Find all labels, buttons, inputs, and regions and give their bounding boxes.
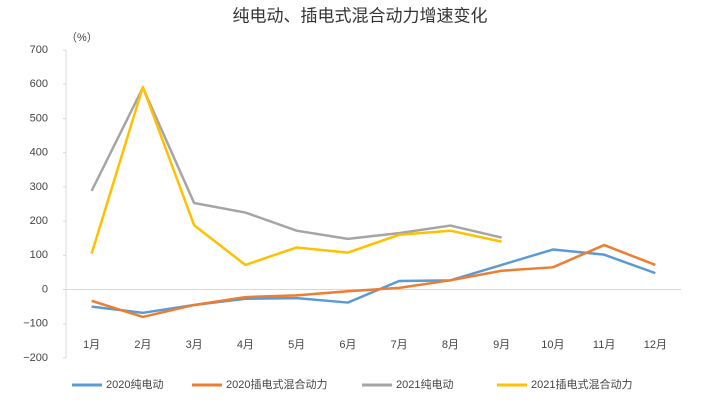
y-tick-label: 0 xyxy=(42,283,48,295)
y-tick-label: 100 xyxy=(30,249,48,261)
x-tick-label: 10月 xyxy=(541,339,564,351)
y-unit: （%） xyxy=(66,31,98,44)
x-tick-label: 8月 xyxy=(442,339,459,351)
y-tick-label: 700 xyxy=(30,44,48,56)
x-tick-label: 5月 xyxy=(288,339,305,351)
x-tick-label: 7月 xyxy=(391,339,408,351)
series-line xyxy=(91,243,656,319)
legend-label: 2021纯电动 xyxy=(396,378,453,391)
y-tick-label: 300 xyxy=(30,181,48,193)
y-tick-label: −200 xyxy=(23,352,48,364)
y-tick-label: 600 xyxy=(30,78,48,90)
x-tick-label: 1月 xyxy=(83,339,100,351)
y-tick-label: −100 xyxy=(23,318,48,330)
legend-label: 2021插电式混合动力 xyxy=(531,377,632,391)
x-tick-label: 4月 xyxy=(237,339,254,351)
chart-title: 纯电动、插电式混合动力增速变化 xyxy=(233,6,488,25)
x-tick-label: 9月 xyxy=(493,339,510,351)
x-tick-label: 6月 xyxy=(339,339,356,351)
series-line xyxy=(90,86,502,241)
y-tick-label: 500 xyxy=(30,112,48,124)
x-tick-label: 11月 xyxy=(593,339,615,351)
series-line xyxy=(90,85,502,267)
x-tick-label: 2月 xyxy=(134,339,151,351)
legend-label: 2020插电式混合动力 xyxy=(226,377,327,391)
legend-label: 2020纯电动 xyxy=(106,378,163,391)
x-tick-label: 12月 xyxy=(644,339,667,351)
x-tick-label: 3月 xyxy=(186,339,203,351)
y-tick-label: 200 xyxy=(30,215,48,227)
y-tick-label: 400 xyxy=(30,147,48,159)
